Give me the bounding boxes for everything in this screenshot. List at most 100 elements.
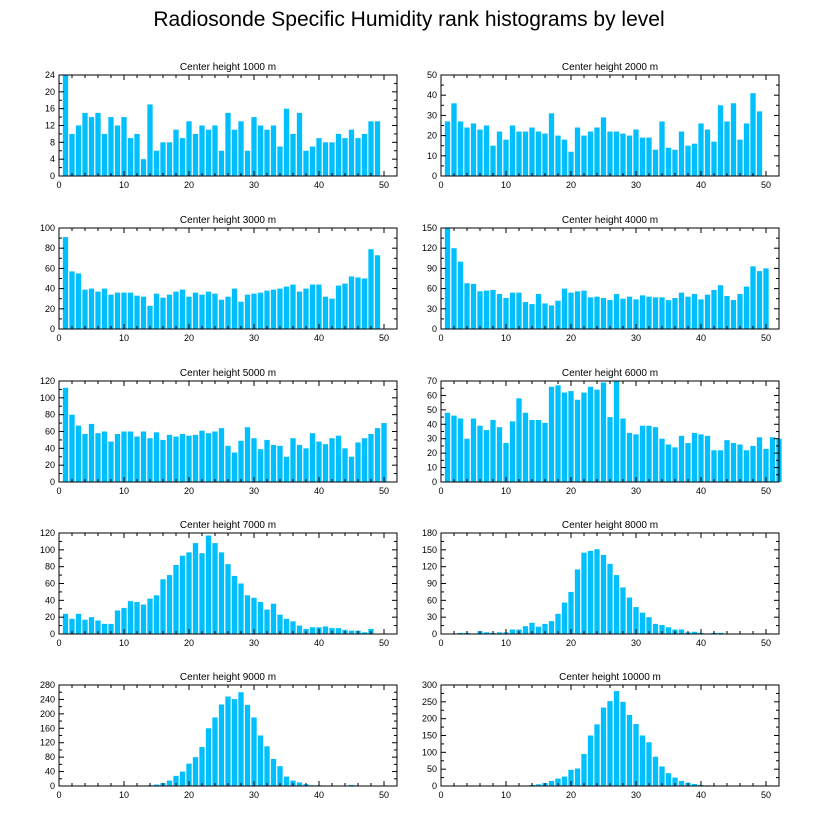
bar xyxy=(717,285,724,329)
y-tick-label: 0 xyxy=(50,781,55,791)
bar xyxy=(231,575,238,634)
y-tick-label: 40 xyxy=(45,443,55,453)
bar xyxy=(587,550,594,634)
y-tick-label: 100 xyxy=(422,747,437,757)
y-tick-label: 120 xyxy=(40,528,55,538)
bar xyxy=(639,137,646,176)
bar xyxy=(626,432,633,482)
panel-title: Center height 6000 m xyxy=(562,368,658,379)
y-tick-label: 250 xyxy=(422,697,437,707)
bar xyxy=(225,296,231,329)
bar xyxy=(737,444,743,482)
bar xyxy=(153,293,160,329)
y-tick-label: 150 xyxy=(422,223,437,233)
bar xyxy=(594,389,600,482)
bar xyxy=(529,304,535,329)
bar xyxy=(257,735,264,786)
x-tick-label: 20 xyxy=(566,333,576,343)
x-tick-label: 0 xyxy=(438,790,443,800)
x-tick-label: 10 xyxy=(119,486,129,496)
bar xyxy=(561,776,568,786)
y-tick-label: 40 xyxy=(427,90,437,100)
bar xyxy=(659,625,665,634)
bar xyxy=(496,131,503,176)
bar xyxy=(205,291,212,329)
x-tick-label: 50 xyxy=(761,790,771,800)
bar xyxy=(685,296,691,329)
bar xyxy=(483,632,490,634)
bar xyxy=(283,108,290,176)
y-tick-label: 20 xyxy=(45,304,55,314)
bar xyxy=(173,564,179,634)
bar xyxy=(691,631,698,634)
bar xyxy=(594,724,600,786)
bar xyxy=(238,440,244,482)
bar xyxy=(355,277,361,329)
x-tick-label: 40 xyxy=(696,638,706,648)
bar xyxy=(309,284,316,329)
bar xyxy=(374,121,381,176)
bar xyxy=(166,294,173,329)
y-tick-label: 90 xyxy=(427,263,437,273)
chart-panel: Center height 4000 m 0 10 20 30 40 50 0 30 60 90 12… xyxy=(422,215,780,343)
bar xyxy=(212,293,218,329)
bar xyxy=(147,104,153,176)
x-tick-label: 40 xyxy=(696,180,706,190)
chart-panel: Center height 1000 m 0 10 20 30 40 50 0 4 8 12 16 20… xyxy=(45,62,398,190)
x-tick-label: 20 xyxy=(184,333,194,343)
bar xyxy=(730,443,737,482)
bar xyxy=(238,692,244,786)
panel-title: Center height 4000 m xyxy=(562,215,658,226)
y-tick-label: 0 xyxy=(50,324,55,334)
x-tick-label: 50 xyxy=(761,333,771,343)
bar xyxy=(568,769,574,786)
bar xyxy=(678,292,685,329)
x-tick-label: 50 xyxy=(761,180,771,190)
bar xyxy=(464,438,470,482)
bar xyxy=(166,434,173,482)
bar xyxy=(212,543,218,634)
x-tick-label: 0 xyxy=(56,638,61,648)
bar xyxy=(277,445,283,482)
bar xyxy=(503,443,509,482)
bar xyxy=(652,427,659,482)
bar xyxy=(251,717,257,786)
x-tick-label: 0 xyxy=(438,486,443,496)
bar xyxy=(75,125,82,176)
bar xyxy=(244,704,251,786)
bar xyxy=(114,610,121,634)
x-tick-label: 10 xyxy=(501,790,511,800)
bar xyxy=(535,784,542,786)
bar xyxy=(95,620,101,634)
bar xyxy=(101,623,108,634)
chart-panel: Center height 3000 m 0 10 20 30 40 50 0 20 40 60 80… xyxy=(40,215,398,343)
y-tick-label: 10 xyxy=(427,463,437,473)
bar xyxy=(477,425,483,482)
bar xyxy=(264,746,270,786)
bar xyxy=(303,288,309,329)
y-tick-label: 60 xyxy=(45,427,55,437)
bar xyxy=(743,286,750,329)
y-tick-label: 0 xyxy=(432,324,437,334)
bar xyxy=(179,434,186,482)
bar xyxy=(477,129,483,176)
bar xyxy=(88,117,95,176)
bar xyxy=(309,433,316,482)
y-tick-label: 30 xyxy=(427,304,437,314)
bar xyxy=(509,421,516,482)
bar xyxy=(374,428,381,482)
y-tick-label: 160 xyxy=(40,723,55,733)
bar xyxy=(225,696,231,786)
bar xyxy=(620,298,626,329)
y-tick-label: 30 xyxy=(427,612,437,622)
bar xyxy=(95,433,101,482)
bar xyxy=(355,138,361,176)
bar xyxy=(542,133,548,176)
bar xyxy=(238,583,244,634)
bar xyxy=(127,138,134,176)
bar xyxy=(620,701,626,786)
bar xyxy=(257,292,264,329)
bar xyxy=(509,125,516,176)
bar xyxy=(69,133,75,176)
bar xyxy=(290,621,296,634)
